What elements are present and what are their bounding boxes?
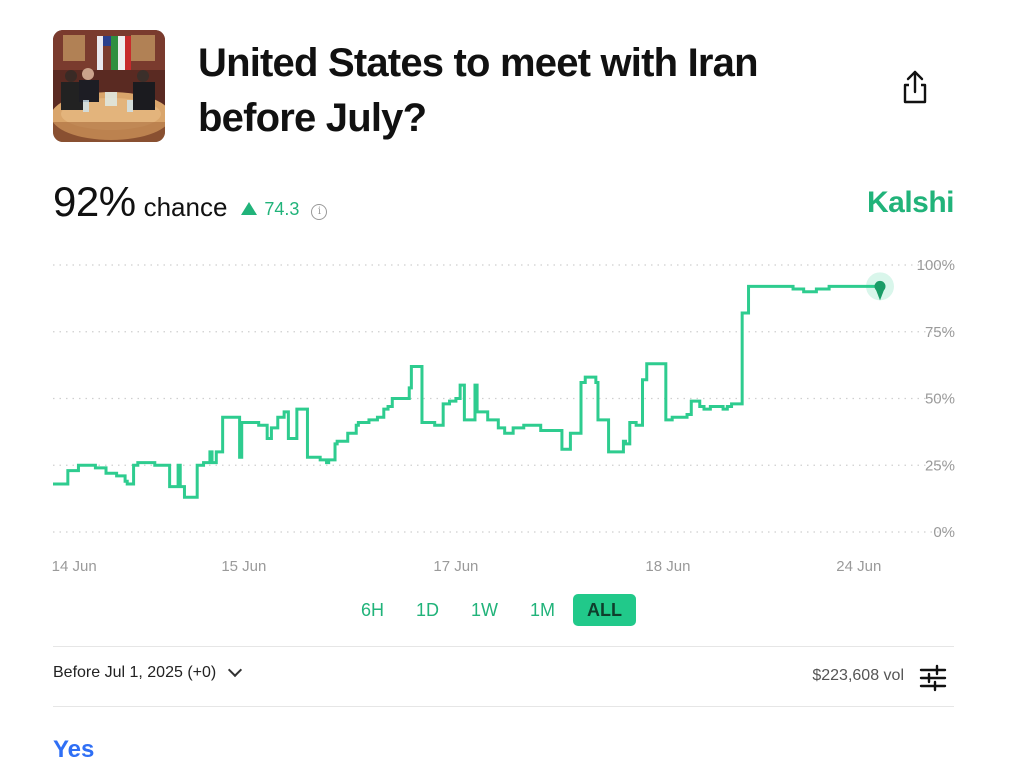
market-thumbnail (53, 30, 165, 142)
volume-label: $223,608 vol (812, 667, 904, 684)
filter-button[interactable] (918, 663, 948, 693)
market-title: United States to meet with Iran before J… (198, 36, 838, 146)
range-tabs: 6H 1D 1W 1M ALL (345, 594, 638, 626)
y-tick-label: 25% (925, 457, 955, 474)
range-tab-all[interactable]: ALL (573, 594, 637, 626)
chance-label: chance (143, 192, 228, 222)
market-title-line1: United States to meet with Iran (198, 41, 759, 85)
chance-delta: 74.3 (241, 199, 299, 220)
y-tick-label: 100% (917, 257, 955, 274)
divider (53, 706, 954, 707)
y-tick-label: 0% (933, 524, 955, 541)
range-tab-1w[interactable]: 1W (471, 600, 499, 620)
market-title-line2: before July? (198, 96, 427, 140)
share-button[interactable] (898, 68, 932, 108)
chevron-down-icon (228, 662, 243, 678)
x-tick-label: 18 Jun (645, 558, 690, 575)
y-tick-label: 50% (925, 391, 955, 408)
chance-summary: 92% chance 74.3 i (53, 178, 328, 230)
x-axis-ticks: 14 Jun 15 Jun 17 Jun 18 Jun 24 Jun (52, 558, 882, 575)
outcome-selector[interactable]: Before Jul 1, 2025 (+0) (53, 662, 243, 682)
y-axis-ticks: 100% 75% 50% 25% 0% (917, 257, 955, 541)
up-triangle-icon (241, 202, 258, 215)
x-tick-label: 17 Jun (433, 558, 478, 575)
range-tab-1d[interactable]: 1D (416, 600, 440, 620)
range-tab-1m[interactable]: 1M (530, 600, 556, 620)
price-chart[interactable]: 100% 75% 50% 25% 0% 14 Jun 15 Jun 17 Jun 18 Jun… (0, 240, 1024, 585)
marker-dot (874, 280, 886, 292)
chance-delta-value: 74.3 (264, 199, 300, 219)
x-tick-label: 24 Jun (836, 558, 881, 575)
outcome-yes-label: Yes (53, 736, 95, 763)
chart-grid (53, 264, 955, 533)
kalshi-logo[interactable]: Kalshi (866, 186, 955, 219)
range-tab-6h[interactable]: 6H (361, 600, 385, 620)
x-tick-label: 14 Jun (52, 558, 97, 575)
share-icon (903, 70, 927, 104)
x-tick-label: 15 Jun (221, 558, 266, 575)
sliders-icon (919, 664, 947, 692)
current-value-marker (866, 272, 894, 301)
divider (53, 646, 954, 647)
chart-series-line (53, 284, 880, 499)
outcome-selector-label: Before Jul 1, 2025 (+0) (53, 664, 217, 681)
chance-percent: 92% (53, 178, 136, 225)
y-tick-label: 75% (925, 324, 955, 341)
info-icon[interactable]: i (311, 203, 328, 220)
